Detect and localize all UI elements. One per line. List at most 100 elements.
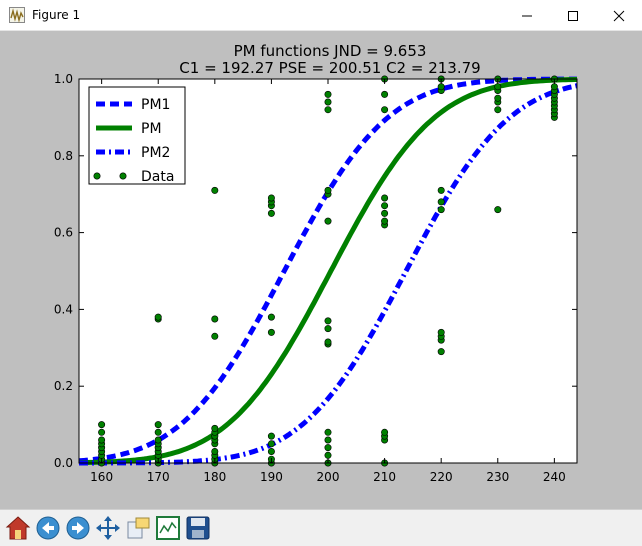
data-point	[437, 348, 445, 356]
window-title: Figure 1	[32, 8, 81, 22]
curve-pm	[79, 77, 577, 466]
data-point	[381, 428, 389, 436]
close-icon	[613, 10, 625, 22]
x-tick-label: 200	[317, 470, 340, 484]
matplotlib-app-icon	[9, 7, 25, 23]
data-point	[437, 206, 445, 214]
zoom-button[interactable]	[124, 514, 152, 542]
data-point	[267, 313, 275, 321]
x-tick-label: 210	[373, 470, 396, 484]
data-point	[267, 432, 275, 440]
x-tick-label: 220	[430, 470, 453, 484]
data-point	[437, 83, 445, 91]
data-point	[211, 332, 219, 340]
data-point	[324, 436, 332, 444]
data-point	[324, 90, 332, 98]
data-point	[324, 338, 332, 346]
data-point	[154, 436, 162, 444]
data-point	[324, 451, 332, 459]
data-point	[267, 209, 275, 217]
data-point	[381, 202, 389, 210]
maximize-button[interactable]	[550, 0, 596, 31]
data-point	[437, 186, 445, 194]
data-point	[211, 186, 219, 194]
subplots-button[interactable]	[154, 514, 182, 542]
data-point	[98, 428, 106, 436]
data-point	[381, 217, 389, 225]
legend: PM1 PM PM2 Data	[88, 86, 186, 185]
data-point	[267, 328, 275, 336]
y-tick-label: 0.2	[54, 379, 73, 393]
x-tick-label: 190	[260, 470, 283, 484]
subplots-icon	[156, 516, 180, 540]
x-tick-label: 230	[486, 470, 509, 484]
data-point	[324, 428, 332, 436]
data-point	[154, 421, 162, 429]
data-point	[437, 198, 445, 206]
home-button[interactable]	[4, 514, 32, 542]
chart-title-line1: PM functions JND = 9.653	[234, 42, 427, 60]
data-point	[211, 447, 219, 455]
legend-label-pm1: PM1	[141, 97, 170, 113]
arrow-right-icon	[66, 516, 90, 540]
legend-label-data: Data	[141, 169, 174, 185]
data-point	[550, 83, 558, 91]
back-button[interactable]	[34, 514, 62, 542]
figure-canvas: PM functions JND = 9.653 C1 = 192.27 PSE…	[0, 31, 642, 509]
y-tick-label: 0.8	[54, 149, 73, 163]
legend-label-pm2: PM2	[141, 145, 170, 161]
data-point	[154, 313, 162, 321]
y-tick-label: 1.0	[54, 72, 73, 86]
y-tick-label: 0.4	[54, 302, 73, 316]
data-point	[324, 106, 332, 114]
legend-swatch-data-2	[119, 172, 127, 180]
data-point	[437, 328, 445, 336]
data-point	[381, 106, 389, 114]
data-point	[154, 428, 162, 436]
close-button[interactable]	[596, 0, 642, 31]
legend-label-pm: PM	[141, 121, 162, 137]
chart-title-line2: C1 = 192.27 PSE = 200.51 C2 = 213.79	[179, 59, 480, 77]
pm-chart: PM functions JND = 9.653 C1 = 192.27 PSE…	[54, 42, 578, 484]
data-point	[211, 424, 219, 432]
x-tick-label: 160	[90, 470, 113, 484]
data-point	[324, 217, 332, 225]
title-bar: Figure 1	[0, 0, 642, 31]
arrow-left-icon	[36, 516, 60, 540]
data-point	[267, 194, 275, 202]
legend-swatch-data	[93, 172, 101, 180]
minimize-icon	[522, 15, 532, 17]
data-point	[494, 106, 502, 114]
data-point	[381, 90, 389, 98]
data-point	[381, 194, 389, 202]
data-point	[267, 440, 275, 448]
move-icon	[96, 516, 120, 540]
maximize-icon	[568, 11, 578, 21]
data-point	[494, 206, 502, 214]
data-point	[324, 317, 332, 325]
data-point	[494, 94, 502, 102]
y-tick-label: 0.6	[54, 226, 73, 240]
data-point	[98, 421, 106, 429]
home-icon	[5, 516, 31, 540]
y-tick-label: 0.0	[54, 456, 73, 470]
data-point	[324, 444, 332, 452]
data-point	[494, 83, 502, 91]
save-button[interactable]	[184, 514, 212, 542]
x-tick-label: 180	[203, 470, 226, 484]
data-point	[381, 209, 389, 217]
forward-button[interactable]	[64, 514, 92, 542]
data-point	[211, 315, 219, 323]
pan-button[interactable]	[94, 514, 122, 542]
data-point	[324, 186, 332, 194]
x-tick-label: 170	[147, 470, 170, 484]
zoom-rect-icon	[127, 517, 150, 539]
data-point	[324, 325, 332, 333]
data-point	[267, 447, 275, 455]
data-point	[98, 436, 106, 444]
data-point	[324, 98, 332, 106]
navigation-toolbar	[0, 509, 642, 546]
minimize-button[interactable]	[504, 0, 550, 31]
legend-box	[88, 86, 186, 185]
x-tick-label: 240	[543, 470, 566, 484]
